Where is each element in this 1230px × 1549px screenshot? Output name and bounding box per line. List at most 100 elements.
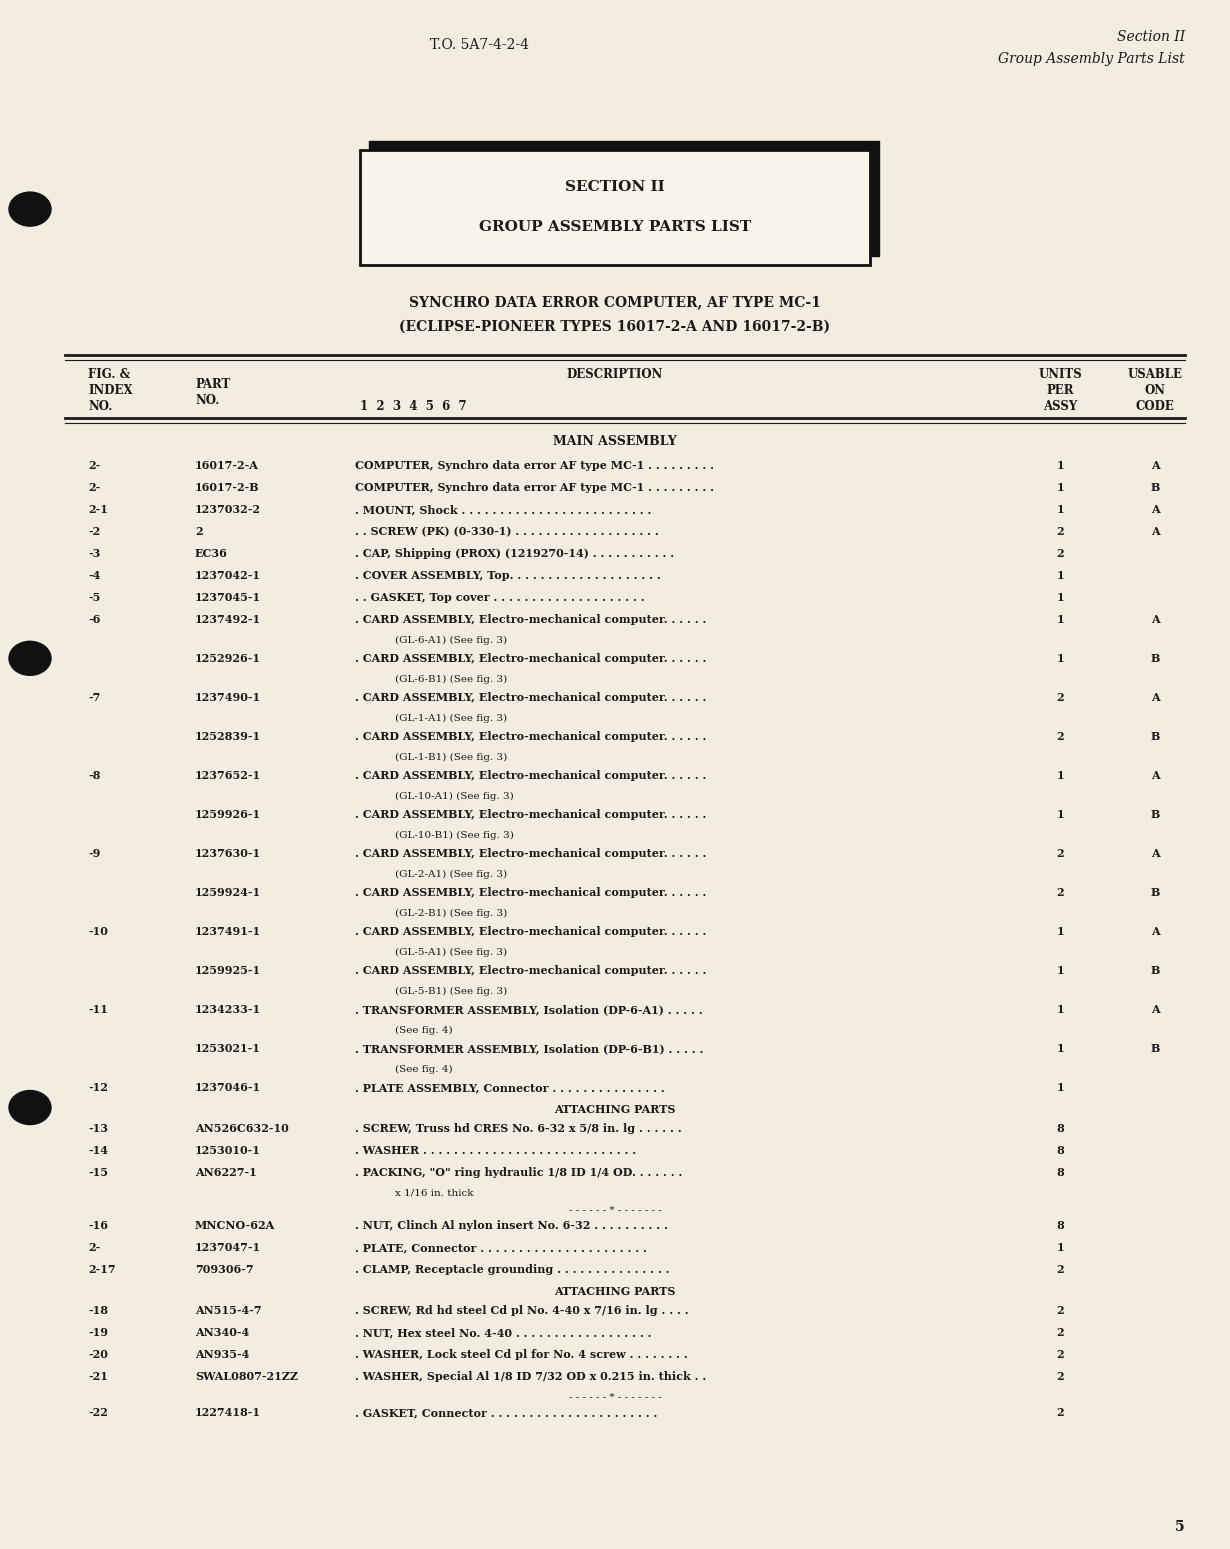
- Text: -16: -16: [89, 1221, 108, 1231]
- Text: 1237630-1: 1237630-1: [196, 847, 261, 860]
- Text: 2: 2: [1057, 847, 1064, 860]
- Text: USABLE: USABLE: [1128, 369, 1182, 381]
- Text: 1227418-1: 1227418-1: [196, 1406, 261, 1417]
- Text: . CARD ASSEMBLY, Electro-mechanical computer. . . . . .: . CARD ASSEMBLY, Electro-mechanical comp…: [355, 770, 706, 781]
- Text: A: A: [1151, 1004, 1160, 1015]
- Text: B: B: [1150, 731, 1160, 742]
- Text: 2: 2: [1057, 888, 1064, 898]
- Text: UNITS: UNITS: [1038, 369, 1082, 381]
- Text: -21: -21: [89, 1371, 108, 1382]
- Text: ATTACHING PARTS: ATTACHING PARTS: [555, 1104, 675, 1115]
- Text: (GL-5-B1) (See fig. 3): (GL-5-B1) (See fig. 3): [395, 987, 507, 996]
- Text: 8: 8: [1057, 1145, 1064, 1156]
- Text: (GL-10-A1) (See fig. 3): (GL-10-A1) (See fig. 3): [395, 792, 514, 801]
- Text: . MOUNT, Shock . . . . . . . . . . . . . . . . . . . . . . . . .: . MOUNT, Shock . . . . . . . . . . . . .…: [355, 503, 652, 514]
- Text: 1237491-1: 1237491-1: [196, 926, 261, 937]
- Text: . CARD ASSEMBLY, Electro-mechanical computer. . . . . .: . CARD ASSEMBLY, Electro-mechanical comp…: [355, 847, 706, 860]
- Bar: [360, 150, 870, 265]
- Text: ATTACHING PARTS: ATTACHING PARTS: [555, 1286, 675, 1297]
- Text: -4: -4: [89, 570, 101, 581]
- Text: -9: -9: [89, 847, 101, 860]
- Text: . CARD ASSEMBLY, Electro-mechanical computer. . . . . .: . CARD ASSEMBLY, Electro-mechanical comp…: [355, 965, 706, 976]
- Text: COMPUTER, Synchro data error AF type MC-1 . . . . . . . . .: COMPUTER, Synchro data error AF type MC-…: [355, 482, 713, 493]
- Text: . CARD ASSEMBLY, Electro-mechanical computer. . . . . .: . CARD ASSEMBLY, Electro-mechanical comp…: [355, 613, 706, 624]
- Text: 2: 2: [1057, 731, 1064, 742]
- Text: 1237492-1: 1237492-1: [196, 613, 261, 624]
- Text: 2-: 2-: [89, 1242, 101, 1253]
- Text: (GL-2-B1) (See fig. 3): (GL-2-B1) (See fig. 3): [395, 909, 507, 919]
- Text: -3: -3: [89, 548, 101, 559]
- Text: 1234233-1: 1234233-1: [196, 1004, 261, 1015]
- Text: B: B: [1150, 888, 1160, 898]
- Text: - - - - - - * - - - - - - -: - - - - - - * - - - - - - -: [568, 1207, 662, 1214]
- Text: . PACKING, "O" ring hydraulic 1/8 ID 1/4 OD. . . . . . .: . PACKING, "O" ring hydraulic 1/8 ID 1/4…: [355, 1166, 683, 1177]
- Text: 1252926-1: 1252926-1: [196, 654, 261, 665]
- Text: FIG. &: FIG. &: [89, 369, 130, 381]
- Text: (GL-1-B1) (See fig. 3): (GL-1-B1) (See fig. 3): [395, 753, 507, 762]
- Text: EC36: EC36: [196, 548, 228, 559]
- Text: A: A: [1151, 692, 1160, 703]
- Text: B: B: [1150, 1042, 1160, 1053]
- Text: B: B: [1150, 654, 1160, 665]
- Text: 1: 1: [1057, 613, 1064, 624]
- Text: . CARD ASSEMBLY, Electro-mechanical computer. . . . . .: . CARD ASSEMBLY, Electro-mechanical comp…: [355, 809, 706, 819]
- Text: . PLATE, Connector . . . . . . . . . . . . . . . . . . . . . .: . PLATE, Connector . . . . . . . . . . .…: [355, 1242, 647, 1253]
- Text: AN515-4-7: AN515-4-7: [196, 1304, 262, 1317]
- Text: 1253021-1: 1253021-1: [196, 1042, 261, 1053]
- Text: 2: 2: [196, 527, 203, 538]
- Text: (GL-1-A1) (See fig. 3): (GL-1-A1) (See fig. 3): [395, 714, 507, 723]
- Text: 2: 2: [1057, 1327, 1064, 1338]
- Text: 1: 1: [1057, 770, 1064, 781]
- Text: -11: -11: [89, 1004, 108, 1015]
- Text: . CARD ASSEMBLY, Electro-mechanical computer. . . . . .: . CARD ASSEMBLY, Electro-mechanical comp…: [355, 654, 706, 665]
- Text: MNCNO-62A: MNCNO-62A: [196, 1221, 276, 1231]
- Text: - - - - - - * - - - - - - -: - - - - - - * - - - - - - -: [568, 1393, 662, 1402]
- Text: -18: -18: [89, 1304, 108, 1317]
- Text: 709306-7: 709306-7: [196, 1264, 253, 1275]
- Text: B: B: [1150, 809, 1160, 819]
- Text: ON: ON: [1144, 384, 1166, 397]
- Text: . . SCREW (PK) (0-330-1) . . . . . . . . . . . . . . . . . . .: . . SCREW (PK) (0-330-1) . . . . . . . .…: [355, 527, 659, 538]
- Text: 1: 1: [1057, 809, 1064, 819]
- Text: 2-: 2-: [89, 482, 101, 493]
- Text: 2: 2: [1057, 527, 1064, 538]
- Text: 2: 2: [1057, 1304, 1064, 1317]
- Text: . COVER ASSEMBLY, Top. . . . . . . . . . . . . . . . . . . .: . COVER ASSEMBLY, Top. . . . . . . . . .…: [355, 570, 661, 581]
- Text: A: A: [1151, 926, 1160, 937]
- Text: 1237490-1: 1237490-1: [196, 692, 261, 703]
- Text: (See fig. 4): (See fig. 4): [395, 1025, 453, 1035]
- Text: 1237032-2: 1237032-2: [196, 503, 261, 514]
- Text: 1237047-1: 1237047-1: [196, 1242, 261, 1253]
- Text: 2-1: 2-1: [89, 503, 108, 514]
- Text: -2: -2: [89, 527, 101, 538]
- Text: 1237045-1: 1237045-1: [196, 592, 261, 603]
- Text: SYNCHRO DATA ERROR COMPUTER, AF TYPE MC-1: SYNCHRO DATA ERROR COMPUTER, AF TYPE MC-…: [410, 294, 820, 308]
- Text: 8: 8: [1057, 1221, 1064, 1231]
- Text: DESCRIPTION: DESCRIPTION: [567, 369, 663, 381]
- Text: 1253010-1: 1253010-1: [196, 1145, 261, 1156]
- Text: -12: -12: [89, 1083, 108, 1094]
- Text: 1: 1: [1057, 965, 1064, 976]
- Text: 1: 1: [1057, 1242, 1064, 1253]
- Text: 8: 8: [1057, 1123, 1064, 1134]
- Text: 2: 2: [1057, 1349, 1064, 1360]
- Text: 1: 1: [1057, 592, 1064, 603]
- Text: SECTION II: SECTION II: [565, 180, 665, 194]
- Text: A: A: [1151, 770, 1160, 781]
- Text: 2: 2: [1057, 1371, 1064, 1382]
- Bar: [369, 141, 879, 256]
- Text: 1: 1: [1057, 926, 1064, 937]
- Text: . NUT, Hex steel No. 4-40 . . . . . . . . . . . . . . . . . .: . NUT, Hex steel No. 4-40 . . . . . . . …: [355, 1327, 652, 1338]
- Text: 1: 1: [1057, 1004, 1064, 1015]
- Text: T.O. 5A7-4-2-4: T.O. 5A7-4-2-4: [430, 39, 529, 53]
- Text: (See fig. 4): (See fig. 4): [395, 1066, 453, 1073]
- Text: . WASHER, Special Al 1/8 ID 7/32 OD x 0.215 in. thick . .: . WASHER, Special Al 1/8 ID 7/32 OD x 0.…: [355, 1371, 706, 1382]
- Text: SWAL0807-21ZZ: SWAL0807-21ZZ: [196, 1371, 298, 1382]
- Text: 1: 1: [1057, 503, 1064, 514]
- Text: A: A: [1151, 613, 1160, 624]
- Text: 1: 1: [1057, 460, 1064, 471]
- Text: . WASHER . . . . . . . . . . . . . . . . . . . . . . . . . . . .: . WASHER . . . . . . . . . . . . . . . .…: [355, 1145, 636, 1156]
- Text: 2: 2: [1057, 1264, 1064, 1275]
- Text: Section II: Section II: [1117, 29, 1184, 43]
- Text: 1  2  3  4  5  6  7: 1 2 3 4 5 6 7: [360, 400, 466, 414]
